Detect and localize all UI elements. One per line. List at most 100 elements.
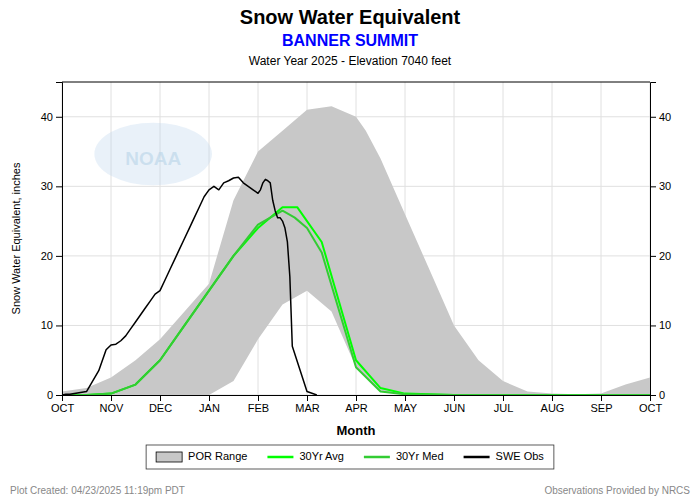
legend-label: POR Range [188,450,247,462]
tick: DEC [149,395,172,414]
tick: 20 [650,250,671,262]
tick-mark [56,395,62,396]
axis-domain [651,83,657,396]
tick-label: 20 [41,250,53,262]
watermark-circle [94,123,212,186]
tick-label: OCT [51,402,75,414]
tick: SEP [590,395,612,414]
tick-label: 40 [41,111,53,123]
tick-mark [209,395,210,401]
grid-line-x [601,82,602,395]
plot: NOAA OCT NOV DEC JAN FEB MAR APR MAY JUN JUL AUG SEP… [41,82,672,414]
axis: OCT NOV DEC JAN FEB MAR APR MAY JUN JUL AUG SEP OCT [51,395,663,414]
tick: 40 [650,111,671,123]
tick: JUN [444,395,465,414]
legend-swatch [156,452,182,462]
tick-mark [160,395,161,401]
series-line [62,211,650,395]
tick-label: 0 [47,389,53,401]
axis: 0 10 20 30 40 [41,83,63,402]
tick: JUL [494,395,514,414]
tick: 10 [650,319,671,331]
tick: MAR [295,395,320,414]
legend-swatch [364,456,390,459]
legend-box [146,445,554,469]
tick-mark [650,325,656,326]
tick: 0 [47,389,62,401]
marks [62,106,650,395]
series-line [62,177,317,395]
legend: POR Range 30Yr Avg 30Yr Med SWE Obs [146,445,554,469]
tick-label: 30 [659,180,671,192]
tick: APR [345,395,368,414]
tick: 0 [650,389,665,401]
legend-label: 30Yr Med [396,450,444,462]
tick-mark [56,117,62,118]
legend-items: POR Range 30Yr Avg 30Yr Med SWE Obs [156,450,544,462]
legend-item: 30Yr Avg [267,450,343,462]
plot-frame [62,82,650,83]
axis: 0 10 20 30 40 [650,83,671,402]
tick-label: DEC [149,402,172,414]
tick-label: FEB [248,402,269,414]
tick-label: 30 [41,180,53,192]
tick-label: JAN [199,402,220,414]
tick: 10 [41,319,62,331]
tick-mark [552,395,553,401]
tick-mark [56,256,62,257]
tick: NOV [100,395,125,414]
tick-mark [650,117,656,118]
tick-label: 10 [41,319,53,331]
y-axis-title: Snow Water Equivalent, inches [10,162,22,314]
tick: 30 [650,180,671,192]
legend-item: SWE Obs [464,450,545,462]
tick-mark [405,395,406,401]
tick: MAY [394,395,418,414]
tick-mark [258,395,259,401]
grid-line-x [111,82,112,395]
tick-label: 0 [659,389,665,401]
tick-mark [601,395,602,401]
watermark: NOAA [125,148,181,169]
tick: 20 [41,250,62,262]
tick-label: OCT [639,402,663,414]
tick-label: AUG [541,402,565,414]
tick-label: 20 [659,250,671,262]
range-area [62,106,650,395]
subtitle: BANNER SUMMIT [282,32,418,49]
legend-swatch [267,456,293,459]
x-axis-title: Month [337,423,376,438]
tick-label: NOV [100,402,125,414]
tick: 30 [41,180,62,192]
footer-right: Observations Provided by NRCS [544,485,690,496]
tick-label: MAY [394,402,418,414]
grid-line-x [552,82,553,395]
subtitle2: Water Year 2025 - Elevation 7040 feet [249,54,452,68]
tick: FEB [248,395,269,414]
tick-label: 10 [659,319,671,331]
tick-mark [503,395,504,401]
tick-mark [650,186,656,187]
tick-label: SEP [590,402,612,414]
footer-left: Plot Created: 04/23/2025 11:19pm PDT [10,485,185,496]
tick-label: 40 [659,111,671,123]
background [0,0,700,500]
legend-swatch [464,456,490,459]
tick-label: APR [345,402,368,414]
legend-item: 30Yr Med [364,450,444,462]
tick-mark [650,395,656,396]
tick-mark [356,395,357,401]
tick-label: JUN [444,402,465,414]
tick: OCT [51,395,75,414]
legend-item: POR Range [156,450,247,462]
title: Snow Water Equivalent [240,6,461,28]
tick: JAN [199,395,220,414]
tick-mark [56,186,62,187]
grid-line-x [503,82,504,395]
tick-mark [56,325,62,326]
tick-mark [111,395,112,401]
tick-mark [307,395,308,401]
legend-label: 30Yr Avg [299,450,343,462]
tick-label: JUL [494,402,514,414]
tick-label: MAR [295,402,320,414]
